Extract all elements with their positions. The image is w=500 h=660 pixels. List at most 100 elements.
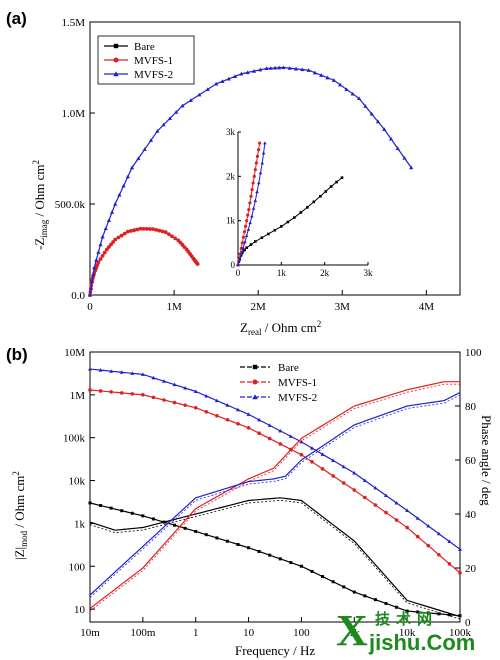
y-tick-label: 10 (74, 604, 86, 616)
data-point (447, 539, 452, 543)
data-point (183, 403, 187, 407)
x-tick-label: 2M (251, 301, 267, 313)
x-tick-label: 1 (193, 627, 199, 639)
inset-point (267, 232, 270, 236)
data-point (331, 580, 335, 584)
data-point (113, 201, 118, 206)
y-tick-label: 500.0k (55, 199, 86, 211)
inset-point (243, 248, 246, 252)
inset-point (252, 174, 256, 178)
data-point (102, 250, 107, 255)
data-point (331, 458, 336, 463)
inset-point (260, 236, 264, 240)
legend-label: Bare (278, 362, 299, 374)
data-point (342, 585, 346, 589)
y-tick-label: 1.5M (61, 17, 85, 29)
data-point (405, 525, 409, 530)
svg-text:Zreal / Ohm cm2: Zreal / Ohm cm2 (240, 319, 321, 337)
data-point (98, 389, 103, 393)
y2-tick-label: 40 (465, 509, 477, 521)
phase-line-shadow-mvfs-1-phase (89, 383, 460, 612)
data-point (257, 417, 262, 422)
inset-point (280, 225, 283, 228)
data-point (373, 486, 378, 490)
inset-point (249, 243, 253, 246)
data-point (300, 67, 305, 72)
data-point (293, 66, 299, 71)
data-point (225, 539, 229, 543)
inset-point (236, 263, 240, 267)
inset-point (263, 141, 267, 145)
inset-point (253, 198, 258, 203)
data-point (220, 79, 225, 83)
plot-a-inset: 0 1k 2k 3k 0 1k 2k 3k (226, 127, 373, 278)
data-point (136, 156, 141, 161)
data-point (151, 375, 156, 380)
data-point (375, 119, 381, 124)
data-point (344, 87, 349, 91)
data-point (394, 501, 399, 505)
x-tick-label: 3M (335, 301, 351, 313)
inset-point (247, 207, 251, 212)
data-point (312, 70, 318, 75)
data-point (135, 227, 140, 232)
phase-line-mvfs-2-phase (89, 391, 461, 596)
data-point (130, 511, 134, 515)
data-point (103, 226, 108, 231)
inset-x-tick-label: 0 (236, 268, 241, 278)
x-tick-label: 100k (449, 627, 472, 639)
data-point (236, 422, 240, 426)
data-point (310, 569, 314, 573)
panel-a-ylabel: -Zimag / Ohm cm2 (31, 160, 49, 250)
data-point (278, 442, 283, 446)
data-point (98, 242, 103, 247)
data-point (352, 590, 356, 594)
data-point (142, 147, 147, 151)
data-point (447, 562, 452, 566)
data-point (154, 227, 159, 232)
plot-b: 10m 100m 1 10 100 1k 10k 100k 10 100 1k 10k 100k 1M 10… (63, 347, 482, 639)
data-point (319, 73, 324, 77)
data-point (125, 229, 130, 234)
data-point (167, 116, 172, 121)
data-point (310, 460, 314, 464)
data-point (96, 250, 101, 254)
legend-label: MVFS-2 (278, 392, 317, 404)
data-point (388, 136, 394, 141)
data-point (129, 165, 135, 170)
data-point (321, 575, 325, 579)
data-point (268, 553, 272, 557)
inset-point (340, 176, 344, 179)
data-point (183, 526, 187, 530)
data-point (91, 272, 96, 277)
data-point (320, 467, 325, 471)
data-point (88, 367, 92, 371)
inset-y-tick-label: 1k (226, 216, 236, 226)
data-point (257, 549, 261, 553)
legend-marker (252, 379, 258, 385)
data-point (226, 76, 231, 81)
inset-point (255, 190, 259, 194)
data-point (204, 394, 209, 398)
data-point (458, 547, 462, 551)
data-point (245, 70, 250, 75)
x-tick-label: 1k (349, 627, 361, 639)
x-tick-label: 10m (80, 627, 100, 639)
data-point (88, 501, 92, 505)
data-point (447, 613, 451, 617)
data-point (356, 96, 362, 101)
data-point (148, 138, 154, 142)
inset-point (241, 246, 245, 250)
data-point (352, 488, 357, 492)
data-point (458, 571, 462, 575)
y-tick-label: 10k (69, 476, 86, 488)
data-point (341, 481, 346, 485)
data-point (94, 257, 99, 262)
inset-y-tick-label: 0 (231, 260, 236, 270)
data-point (87, 292, 93, 297)
data-point (384, 601, 388, 605)
series-line-mvfs-2 (89, 66, 412, 296)
data-point (278, 428, 283, 433)
data-point (151, 227, 155, 232)
data-point (267, 423, 272, 427)
